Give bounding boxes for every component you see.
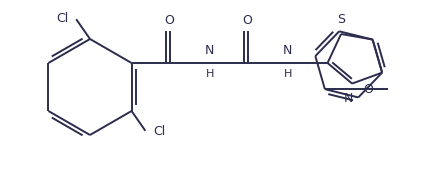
Text: O: O: [363, 83, 373, 96]
Text: O: O: [243, 14, 253, 27]
Text: N: N: [283, 44, 292, 57]
Text: H: H: [283, 69, 292, 79]
Text: N: N: [205, 44, 214, 57]
Text: S: S: [337, 13, 345, 26]
Text: O: O: [165, 14, 175, 27]
Text: Cl: Cl: [153, 125, 165, 138]
Text: H: H: [205, 69, 214, 79]
Text: Cl: Cl: [56, 12, 68, 25]
Text: N: N: [343, 92, 353, 105]
